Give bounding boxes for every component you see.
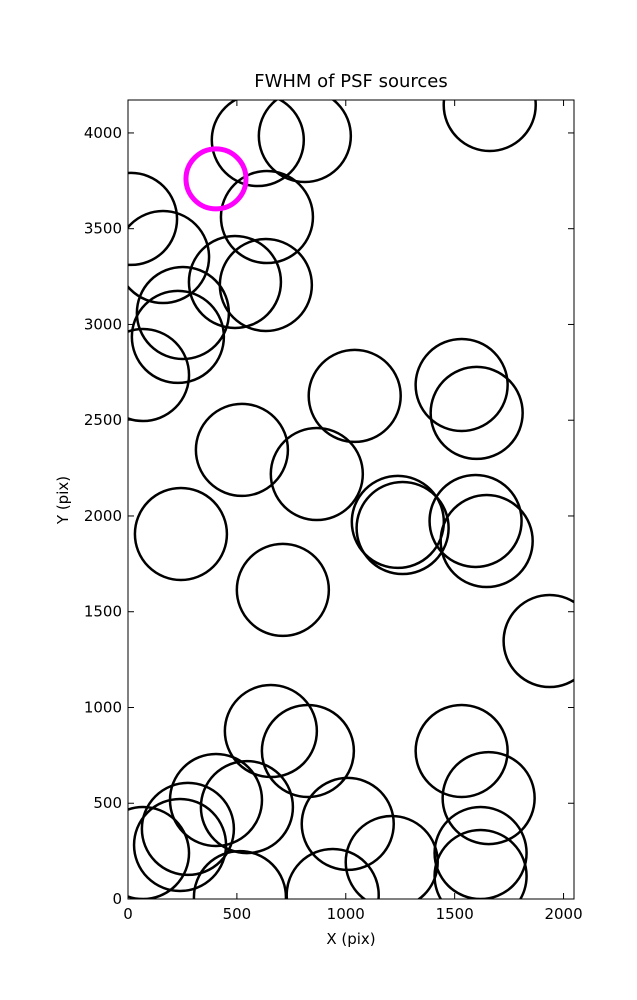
psf-circle: [135, 265, 231, 361]
x-tick-label: 2000: [544, 905, 582, 923]
psf-circle: [235, 542, 331, 638]
psf-circle: [414, 703, 509, 799]
psf-circle: [439, 493, 534, 589]
psf-circle: [429, 365, 524, 461]
psf-circle: [502, 593, 574, 689]
y-tick-label: 3000: [84, 315, 122, 333]
psf-circle: [128, 209, 211, 305]
psf-circle: [192, 849, 288, 899]
psf-circle: [128, 805, 191, 899]
psf-circle: [140, 781, 236, 877]
psf-circle: [128, 327, 191, 423]
psf-circle: [260, 703, 356, 799]
psf-circle: [300, 776, 395, 872]
x-tick-label: 0: [123, 905, 133, 923]
y-tick-label: 2500: [84, 411, 122, 429]
y-tick-label: 2000: [84, 507, 122, 525]
psf-circle: [414, 337, 509, 433]
psf-circle: [128, 171, 179, 267]
y-tick-label: 0: [112, 890, 122, 908]
y-tick-label: 3500: [84, 220, 122, 238]
psf-circle: [442, 100, 537, 153]
psf-circle: [133, 486, 229, 582]
psf-circle: [433, 828, 528, 899]
psf-circle: [132, 797, 228, 893]
psf-circle: [219, 169, 315, 265]
y-tick-label: 1000: [84, 698, 122, 716]
psf-circle: [344, 814, 439, 899]
highlight-circle: [183, 146, 249, 212]
psf-circle: [194, 402, 290, 498]
psf-circle: [441, 750, 536, 846]
psf-circle: [428, 473, 523, 569]
psf-circle: [130, 289, 226, 385]
psf-circle: [433, 805, 528, 899]
psf-circle: [355, 480, 450, 576]
psf-circle: [269, 426, 365, 522]
chart-title: FWHM of PSF sources: [254, 71, 448, 92]
psf-circle: [199, 759, 295, 855]
psf-circle: [223, 683, 319, 779]
plot-area: [128, 100, 574, 899]
psf-circle: [187, 234, 283, 330]
psf-circle: [257, 100, 353, 184]
y-axis-label: Y (pix): [54, 476, 72, 525]
x-tick-label: 1500: [436, 905, 474, 923]
y-tick-label: 500: [93, 794, 122, 812]
x-axis-label: X (pix): [326, 930, 375, 948]
axes-frame: [127, 99, 575, 900]
x-tick-label: 1000: [327, 905, 365, 923]
psf-circle: [210, 100, 306, 188]
y-tick-label: 1500: [84, 603, 122, 621]
y-tick-label: 4000: [84, 124, 122, 142]
psf-circle: [285, 847, 380, 899]
psf-circle: [307, 348, 402, 444]
x-tick-label: 500: [223, 905, 252, 923]
